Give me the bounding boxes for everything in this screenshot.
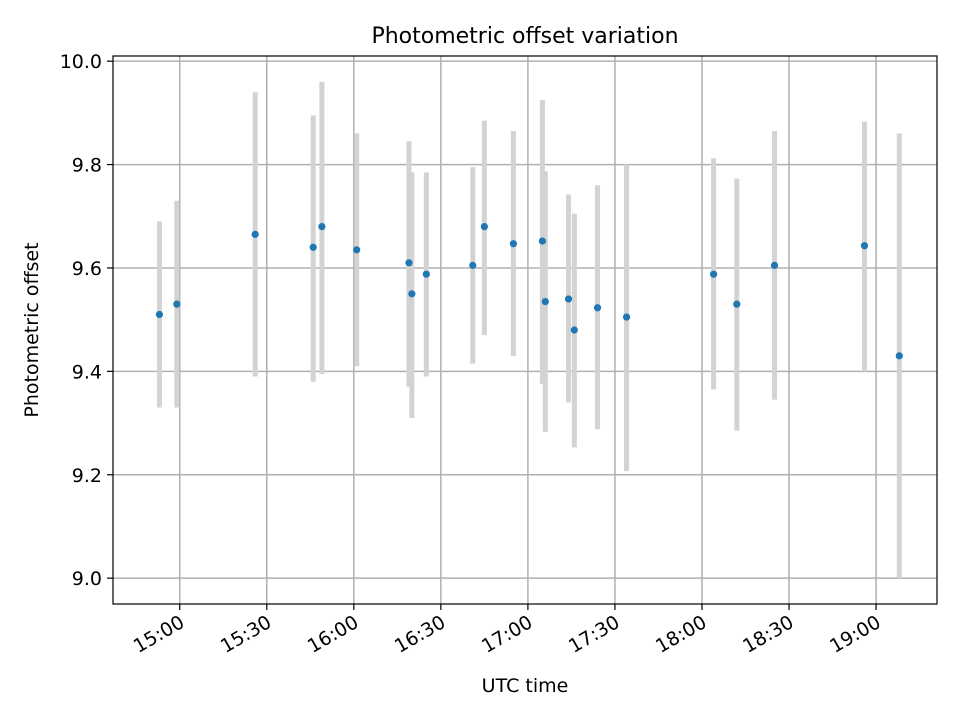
y-tick-label: 9.8 — [72, 155, 102, 177]
data-point — [770, 261, 779, 269]
data-point — [251, 230, 259, 238]
data-point — [469, 261, 477, 269]
x-tick-label: 17:30 — [565, 611, 623, 657]
plot-frame — [112, 55, 938, 605]
data-point — [309, 243, 317, 251]
data-point — [538, 237, 547, 245]
x-tick-label: 15:00 — [130, 611, 188, 657]
data-point — [622, 313, 631, 321]
data-point — [564, 295, 573, 303]
data-point — [422, 270, 430, 278]
data-point — [593, 304, 602, 312]
data-point — [480, 223, 488, 231]
y-tick-label: 9.6 — [72, 258, 102, 280]
x-tick-label: 18:30 — [739, 611, 797, 657]
data-points — [155, 223, 903, 360]
data-point — [570, 326, 578, 334]
x-axis-ticks: 15:00 15:30 16:00 16:30 17:00 17:30 18:00 18:30… — [130, 604, 885, 658]
data-point — [155, 310, 164, 319]
x-tick-label: 16:00 — [304, 611, 362, 657]
x-tick-label: 19:00 — [826, 611, 884, 657]
y-axis-ticks: 9.0 9.2 9.4 9.6 9.8 10.0 — [60, 51, 113, 590]
data-point — [733, 300, 741, 308]
y-tick-label: 9.2 — [72, 465, 102, 487]
data-point — [709, 270, 718, 278]
x-tick-label: 16:30 — [391, 611, 449, 657]
data-point — [541, 297, 549, 306]
data-point — [860, 242, 869, 250]
x-tick-label: 15:30 — [217, 611, 275, 657]
data-point — [509, 240, 517, 248]
x-tick-label: 18:00 — [652, 611, 710, 657]
grid — [113, 56, 937, 604]
data-point — [173, 300, 181, 308]
y-tick-label: 9.0 — [72, 568, 102, 590]
y-axis-label: Photometric offset — [21, 242, 43, 417]
chart-title: Photometric offset variation — [371, 24, 678, 49]
data-point — [408, 290, 416, 298]
y-tick-label: 9.4 — [72, 361, 102, 383]
data-point — [895, 352, 903, 360]
data-point — [405, 259, 413, 267]
data-point — [353, 246, 361, 254]
y-tick-label: 10.0 — [60, 51, 102, 73]
data-point — [318, 223, 326, 231]
x-tick-label: 17:00 — [478, 611, 536, 657]
x-axis-label: UTC time — [482, 675, 569, 697]
